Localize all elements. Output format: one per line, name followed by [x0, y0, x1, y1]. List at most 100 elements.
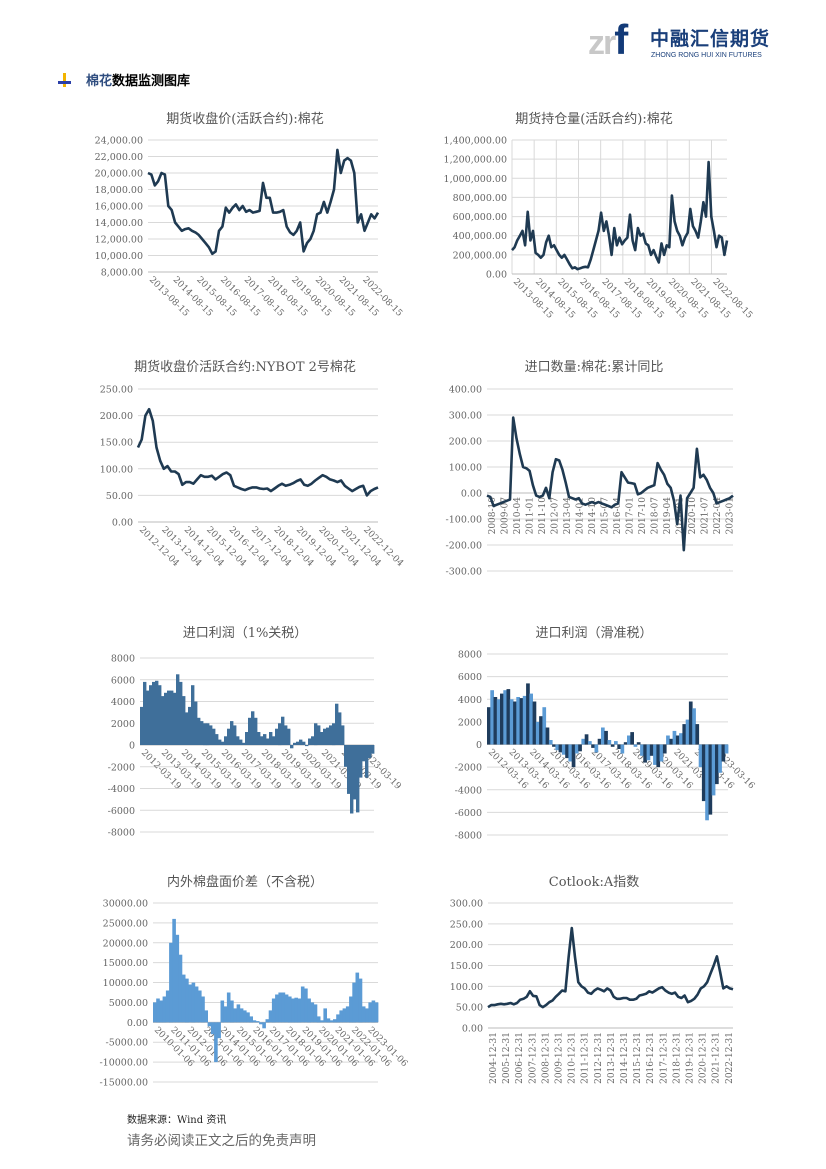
- bar: [561, 744, 566, 755]
- bar: [291, 998, 295, 1023]
- y-tick-label: 150.00: [450, 961, 483, 972]
- y-tick-label: 12,000.00: [95, 235, 143, 246]
- bar: [311, 736, 315, 745]
- y-tick-label: 200.00: [100, 411, 133, 422]
- x-tick-label: 2021-08-15: [337, 275, 381, 319]
- bar: [649, 744, 654, 756]
- bar: [666, 735, 670, 745]
- x-tick-label: 2021-03-19: [319, 748, 363, 792]
- bar: [653, 744, 657, 765]
- y-tick-label: 8000: [458, 650, 482, 661]
- y-tick-label: 100.00: [449, 463, 482, 474]
- bar: [332, 723, 336, 746]
- bar: [338, 712, 342, 745]
- x-tick-label: 2023-03-19: [359, 748, 403, 792]
- x-tick-label: 2017-08-15: [242, 275, 286, 319]
- bar: [178, 954, 183, 1023]
- bar: [185, 712, 189, 745]
- bar: [682, 724, 687, 745]
- bar: [643, 744, 647, 763]
- bar: [640, 744, 644, 756]
- bar: [568, 744, 573, 762]
- x-tick-label: 2023-03-16: [712, 748, 756, 792]
- bar: [278, 723, 282, 746]
- bar: [365, 745, 369, 778]
- x-tick-label: 2013-08-15: [147, 275, 191, 319]
- x-tick-label: 2019-12-04: [294, 525, 338, 569]
- bar: [215, 734, 219, 745]
- bar: [236, 736, 240, 745]
- bar: [374, 1002, 379, 1023]
- bar: [522, 695, 527, 745]
- bar: [371, 745, 375, 754]
- bar: [207, 1022, 212, 1027]
- bar: [487, 707, 491, 745]
- x-tick-label: 2018-08-15: [622, 277, 666, 321]
- bar: [152, 681, 156, 745]
- bar: [191, 685, 195, 745]
- x-tick-label: 2022-12-04: [361, 525, 405, 569]
- bar: [227, 728, 231, 745]
- bar: [287, 728, 291, 745]
- bar: [614, 741, 618, 745]
- chart-title: 期货收盘价(活跃合约):棉花: [166, 112, 324, 127]
- bar: [669, 738, 674, 745]
- x-tick-label: 2014-12-31: [620, 1032, 630, 1084]
- series-line: [511, 160, 729, 271]
- y-tick-label: 0: [476, 740, 482, 751]
- x-tick-label: 2020-01-06: [316, 1025, 360, 1069]
- bar: [355, 972, 360, 1023]
- bar: [162, 996, 167, 1023]
- bar: [251, 711, 255, 745]
- bar: [181, 974, 186, 1023]
- logo-mark-zr: zr: [588, 24, 616, 62]
- y-tick-label: 0: [129, 741, 135, 752]
- disclaimer-text: 请务必阅读正文之后的免责声明: [127, 1133, 316, 1149]
- y-tick-label: 0.00: [461, 489, 482, 500]
- x-tick-label: 2018-07: [650, 497, 660, 535]
- bar: [243, 1010, 247, 1023]
- bar: [552, 744, 556, 747]
- x-tick-label: 2014-01: [575, 497, 585, 534]
- bar: [341, 725, 345, 745]
- x-tick-label: 2022-08-15: [360, 275, 404, 319]
- bar: [233, 725, 237, 745]
- y-tick-label: 0.00: [127, 1018, 148, 1029]
- x-tick-label: 2006-12-31: [515, 1032, 525, 1084]
- bar: [305, 745, 309, 747]
- x-tick-label: 2019-08-15: [644, 277, 688, 321]
- section-title-rest: 数据监测图库: [112, 74, 191, 89]
- y-tick-label: -15000.00: [99, 1078, 148, 1089]
- x-tick-label: 2012-12-31: [594, 1032, 604, 1084]
- bar: [685, 719, 690, 745]
- y-tick-label: -2000: [455, 763, 482, 774]
- x-tick-label: 2023-01: [725, 497, 735, 534]
- bar: [259, 1022, 263, 1025]
- bar: [275, 728, 279, 745]
- x-tick-label: 2022-01-06: [349, 1025, 393, 1069]
- bar: [692, 708, 696, 745]
- bar: [299, 739, 303, 745]
- bar: [708, 744, 713, 815]
- x-tick-label: 2017-01: [625, 497, 635, 534]
- bar: [308, 738, 312, 745]
- x-tick-label: 2021-12-04: [339, 525, 383, 569]
- bar: [198, 990, 202, 1023]
- bar: [310, 1002, 315, 1023]
- x-tick-label: 2005-12-31: [502, 1032, 512, 1084]
- x-tick-label: 2019-08-15: [289, 275, 333, 319]
- bar: [323, 728, 327, 745]
- bar: [188, 706, 192, 745]
- bar: [555, 744, 560, 751]
- bar: [630, 732, 634, 745]
- bar: [529, 693, 533, 745]
- y-tick-label: 2000: [111, 719, 135, 730]
- bar: [347, 745, 351, 794]
- bar: [617, 744, 621, 749]
- bar: [365, 1008, 369, 1023]
- bar: [646, 744, 651, 761]
- bar: [249, 1016, 253, 1023]
- y-tick-label: 800,000.00: [453, 193, 507, 204]
